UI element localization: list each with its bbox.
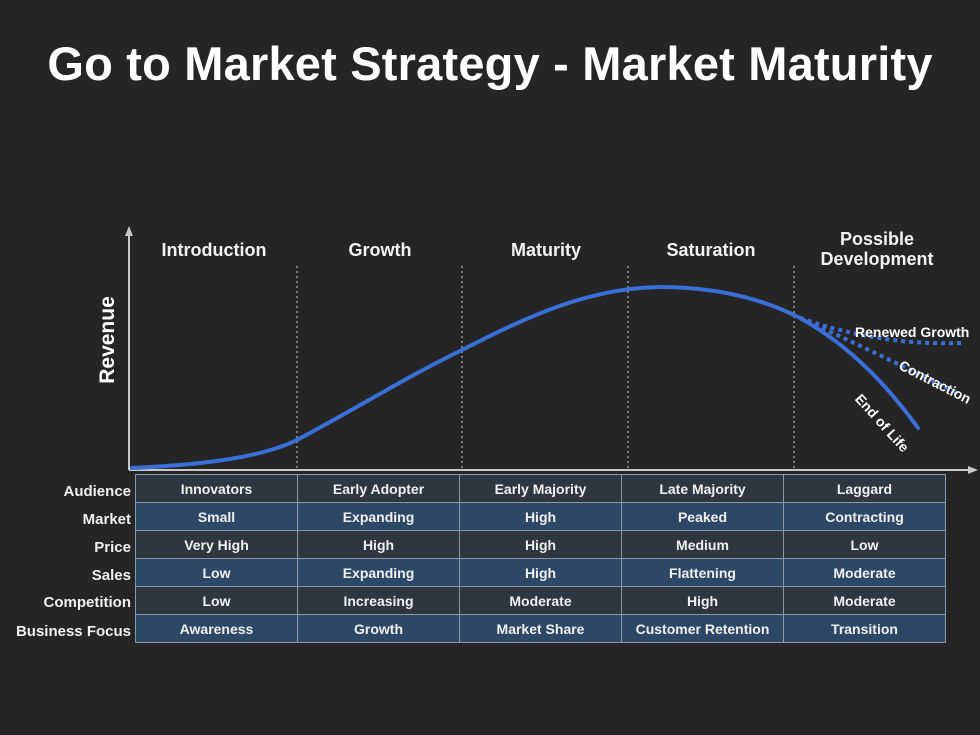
table-cell: Peaked: [621, 502, 784, 531]
table-cell: Early Adopter: [297, 474, 460, 503]
table-row: Innovators Early Adopter Early Majority …: [135, 474, 946, 503]
table-cell: Flattening: [621, 558, 784, 587]
renewed-growth-branch: [799, 316, 963, 346]
table-cell: Contracting: [783, 502, 946, 531]
maturity-table: Innovators Early Adopter Early Majority …: [135, 474, 946, 643]
table-cell: High: [621, 586, 784, 615]
table-row: Very High High High Medium Low: [135, 530, 946, 559]
table-cell: Low: [135, 586, 298, 615]
table-cell: Moderate: [783, 586, 946, 615]
table-row: Low Expanding High Flattening Moderate: [135, 558, 946, 587]
table-cell: Late Majority: [621, 474, 784, 503]
table-cell: Low: [135, 558, 298, 587]
table-cell: Laggard: [783, 474, 946, 503]
table-cell: Expanding: [297, 502, 460, 531]
table-cell: High: [459, 530, 622, 559]
phase-maturity: Maturity: [510, 240, 581, 260]
table-cell: Transition: [783, 614, 946, 643]
table-cell: Very High: [135, 530, 298, 559]
page-title: Go to Market Strategy - Market Maturity: [47, 37, 933, 90]
phase-introduction: Introduction: [161, 240, 267, 260]
row-label-business-focus: Business Focus: [15, 623, 131, 640]
row-label-competition: Competition: [43, 594, 132, 611]
table-cell: Growth: [297, 614, 460, 643]
y-axis-label: Revenue: [96, 296, 119, 384]
annotation-renewed-growth: Renewed Growth: [855, 324, 970, 340]
phase-growth: Growth: [348, 240, 412, 260]
table-cell: Customer Retention: [621, 614, 784, 643]
table-cell: Innovators: [135, 474, 298, 503]
contraction-branch: [799, 316, 959, 395]
table-row: Small Expanding High Peaked Contracting: [135, 502, 946, 531]
row-label-sales: Sales: [91, 567, 131, 584]
row-label-price: Price: [94, 539, 131, 556]
table-cell: High: [297, 530, 460, 559]
table-cell: High: [459, 502, 622, 531]
table-cell: Moderate: [459, 586, 622, 615]
row-label-audience: Audience: [63, 483, 131, 500]
table-cell: Medium: [621, 530, 784, 559]
table-cell: Market Share: [459, 614, 622, 643]
y-axis-arrow: [125, 226, 133, 236]
table-cell: Small: [135, 502, 298, 531]
table-cell: Low: [783, 530, 946, 559]
table-cell: Expanding: [297, 558, 460, 587]
lifecycle-curve: [130, 284, 920, 470]
table-cell: Moderate: [783, 558, 946, 587]
table-cell: High: [459, 558, 622, 587]
table-cell: Early Majority: [459, 474, 622, 503]
table-cell: Awareness: [135, 614, 298, 643]
table-row: Low Increasing Moderate High Moderate: [135, 586, 946, 615]
row-label-market: Market: [82, 511, 131, 528]
x-axis-arrow: [968, 466, 978, 474]
table-row: Awareness Growth Market Share Customer R…: [135, 614, 946, 643]
phase-possible-development: Possible Development: [820, 229, 934, 269]
phase-saturation: Saturation: [666, 240, 756, 260]
table-cell: Increasing: [297, 586, 460, 615]
